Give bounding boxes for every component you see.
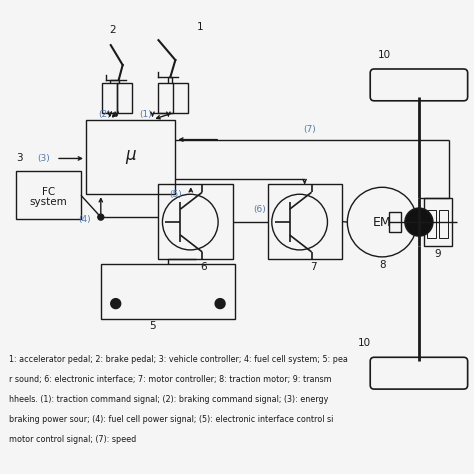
Circle shape: [215, 299, 225, 309]
Bar: [101, 264, 235, 319]
Bar: [102, 83, 132, 113]
Text: 2: 2: [109, 25, 116, 35]
Bar: [86, 120, 175, 194]
Bar: [158, 83, 188, 113]
Text: 5: 5: [150, 321, 156, 331]
Text: EM: EM: [373, 216, 392, 228]
Text: 6: 6: [201, 262, 207, 272]
Text: μ: μ: [125, 146, 136, 164]
Bar: [158, 184, 233, 259]
Text: 10: 10: [378, 50, 391, 60]
Bar: [424, 198, 452, 246]
Circle shape: [405, 208, 433, 236]
Text: (3): (3): [37, 154, 49, 163]
Text: (2): (2): [99, 110, 111, 119]
Text: 9: 9: [435, 249, 441, 259]
Bar: [427, 210, 436, 238]
Bar: [389, 212, 401, 232]
Text: (1): (1): [139, 110, 152, 119]
Text: system: system: [30, 197, 67, 207]
Text: 1: accelerator pedal; 2: brake pedal; 3: vehicle controller; 4: fuel cell system: 1: accelerator pedal; 2: brake pedal; 3:…: [9, 356, 348, 365]
Text: motor control signal; (7): speed: motor control signal; (7): speed: [9, 435, 137, 444]
Bar: [16, 172, 81, 219]
Text: r sound; 6: electronic interface; 7: motor controller; 8: traction motor; 9: tra: r sound; 6: electronic interface; 7: mot…: [9, 375, 332, 384]
Text: 7: 7: [310, 262, 316, 272]
Text: 10: 10: [358, 338, 371, 348]
Text: 8: 8: [379, 260, 385, 270]
Bar: [439, 210, 448, 238]
Text: FC: FC: [42, 187, 55, 197]
Text: (6): (6): [254, 205, 266, 214]
Text: (7): (7): [303, 125, 316, 134]
Text: hheels. (1): traction command signal; (2): braking command signal; (3): energy: hheels. (1): traction command signal; (2…: [9, 395, 328, 404]
Text: (4): (4): [79, 215, 91, 224]
Text: 1: 1: [197, 22, 203, 32]
Text: 3: 3: [16, 154, 23, 164]
Circle shape: [98, 214, 104, 220]
Text: braking power sour; (4): fuel cell power signal; (5): electronic interface contr: braking power sour; (4): fuel cell power…: [9, 415, 334, 424]
Circle shape: [111, 299, 121, 309]
Bar: [268, 184, 342, 259]
Text: (5): (5): [169, 190, 182, 199]
